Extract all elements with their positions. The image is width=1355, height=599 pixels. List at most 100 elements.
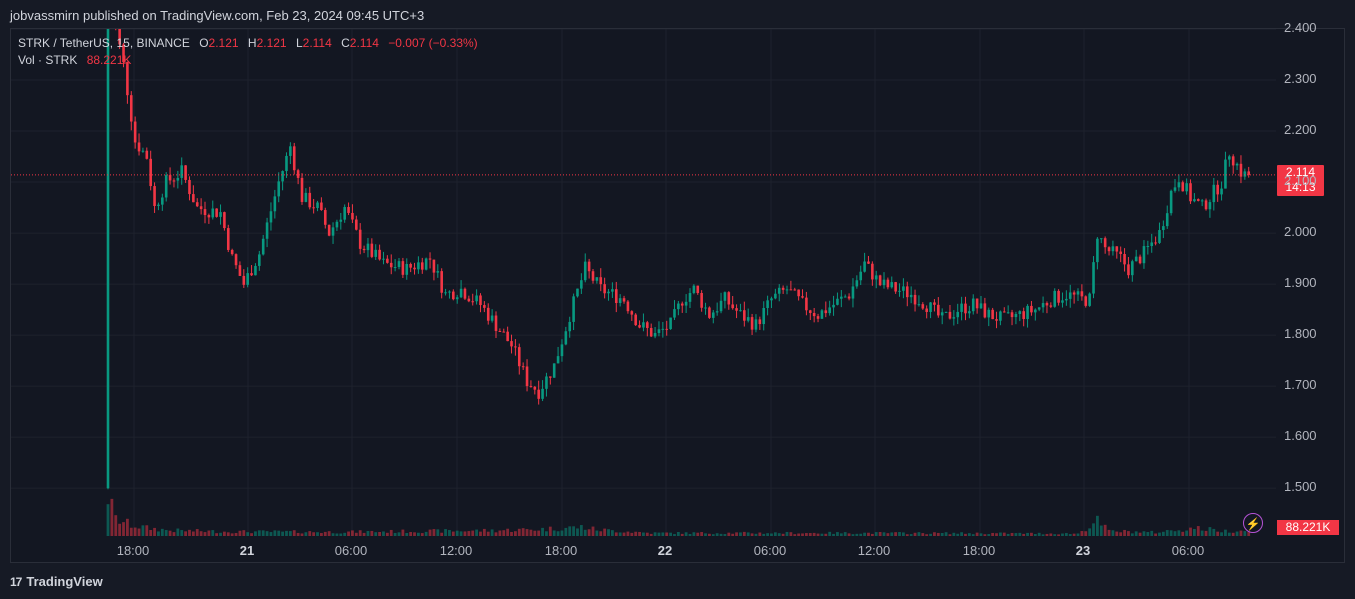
- candle-body: [1196, 199, 1200, 201]
- volume-bar: [762, 533, 766, 536]
- volume-bar: [824, 533, 828, 536]
- volume-bar: [956, 533, 960, 536]
- candle-body: [545, 376, 548, 389]
- candle-body: [424, 258, 428, 270]
- volume-bar: [145, 525, 149, 536]
- volume-bar: [529, 529, 533, 536]
- candle-body: [871, 263, 874, 280]
- volume-bar: [1068, 534, 1072, 536]
- chart-grid: [11, 29, 1276, 536]
- volume-bar: [133, 527, 137, 536]
- volume-bar: [591, 526, 595, 536]
- candle-body: [661, 328, 665, 330]
- volume-bar: [234, 533, 238, 536]
- volume-bar: [1088, 528, 1092, 536]
- volume-bar: [1107, 529, 1111, 536]
- volume-bar: [766, 533, 769, 536]
- lightning-icon[interactable]: ⚡: [1243, 513, 1263, 533]
- candle-body: [805, 297, 808, 311]
- volume-bar: [1138, 532, 1142, 536]
- volume-bar: [863, 532, 866, 536]
- candle-body: [770, 298, 773, 301]
- candle-body: [560, 344, 564, 357]
- volume-bar: [723, 534, 727, 536]
- candle-body: [436, 271, 440, 273]
- candle-body: [692, 285, 696, 294]
- volume-bar: [587, 529, 591, 536]
- candlestick-chart[interactable]: [11, 29, 1345, 563]
- candle-body: [917, 304, 921, 306]
- time-tick-label: 06:00: [1171, 543, 1205, 558]
- volume-bar: [1064, 533, 1068, 536]
- volume-bar: [1084, 531, 1088, 536]
- candle-body: [964, 303, 967, 314]
- candle-body: [758, 319, 762, 325]
- price-tick-label: 2.000: [1284, 224, 1317, 240]
- volume-bar: [967, 533, 971, 536]
- volume-bar: [537, 530, 541, 536]
- candle-body: [1084, 296, 1088, 306]
- volume-value: 88.221K: [86, 53, 132, 67]
- low-value: 2.114: [302, 36, 332, 50]
- low-label: L: [295, 36, 303, 50]
- candle-body: [1018, 311, 1022, 315]
- candle-body: [669, 317, 672, 330]
- candle-body: [153, 186, 156, 206]
- candle-body: [1228, 156, 1231, 160]
- volume-bar: [1247, 532, 1251, 536]
- chart-pane[interactable]: [10, 28, 1345, 563]
- volume-bar: [669, 532, 672, 536]
- candle-body: [688, 293, 692, 302]
- volume-bar: [153, 527, 156, 536]
- volume-bar: [351, 530, 354, 536]
- volume-bar: [1204, 530, 1208, 536]
- candle-body: [374, 249, 378, 257]
- candle-body: [657, 329, 661, 334]
- volume-bar: [188, 529, 191, 536]
- candle-body: [234, 254, 238, 266]
- candle-body: [269, 211, 273, 223]
- candle-body: [847, 296, 851, 299]
- candle-body: [145, 150, 149, 159]
- volume-bar: [1030, 532, 1033, 536]
- candle-body: [774, 293, 777, 299]
- candle-body: [905, 286, 909, 298]
- volume-bar: [611, 530, 614, 536]
- volume-bar: [859, 533, 863, 536]
- candle-body: [428, 258, 432, 260]
- candle-body: [824, 310, 828, 314]
- time-tick-label: 12:00: [439, 543, 473, 558]
- volume-bar: [715, 533, 719, 536]
- volume-bar: [971, 534, 975, 536]
- candle-body: [382, 258, 385, 260]
- candle-body: [898, 290, 901, 292]
- volume-bar: [288, 531, 292, 536]
- candle-body: [126, 62, 129, 96]
- candle-body: [587, 261, 591, 272]
- volume-bar: [634, 531, 638, 536]
- candle-body: [250, 273, 253, 276]
- candle-body: [459, 288, 463, 298]
- candle-body: [529, 386, 533, 388]
- volume-label[interactable]: Vol · STRK: [18, 53, 78, 67]
- last-price-value: 2.114: [1285, 165, 1316, 179]
- volume-bar: [180, 530, 184, 536]
- volume-bar: [486, 531, 490, 536]
- ohlc-row: STRK / TetherUS, 15, BINANCE O2.121 H2.1…: [18, 35, 478, 52]
- change-value: −0.007 (−0.33%): [388, 36, 478, 50]
- volume-bar: [898, 532, 901, 536]
- volume-bar: [199, 531, 203, 536]
- volume-bar: [909, 534, 913, 536]
- symbol-label[interactable]: STRK / TetherUS, 15, BINANCE: [18, 36, 190, 50]
- candle-body: [498, 330, 502, 332]
- volume-bar: [847, 533, 851, 536]
- volume-bar: [917, 532, 921, 536]
- candle-body: [343, 207, 346, 220]
- volume-bar: [661, 532, 665, 536]
- chart-legend: STRK / TetherUS, 15, BINANCE O2.121 H2.1…: [18, 35, 478, 69]
- candle-body: [502, 331, 506, 333]
- volume-bar: [215, 533, 219, 536]
- volume-bar: [711, 534, 715, 536]
- tradingview-logo[interactable]: 17 TradingView: [10, 574, 103, 589]
- volume-bar: [1037, 532, 1041, 536]
